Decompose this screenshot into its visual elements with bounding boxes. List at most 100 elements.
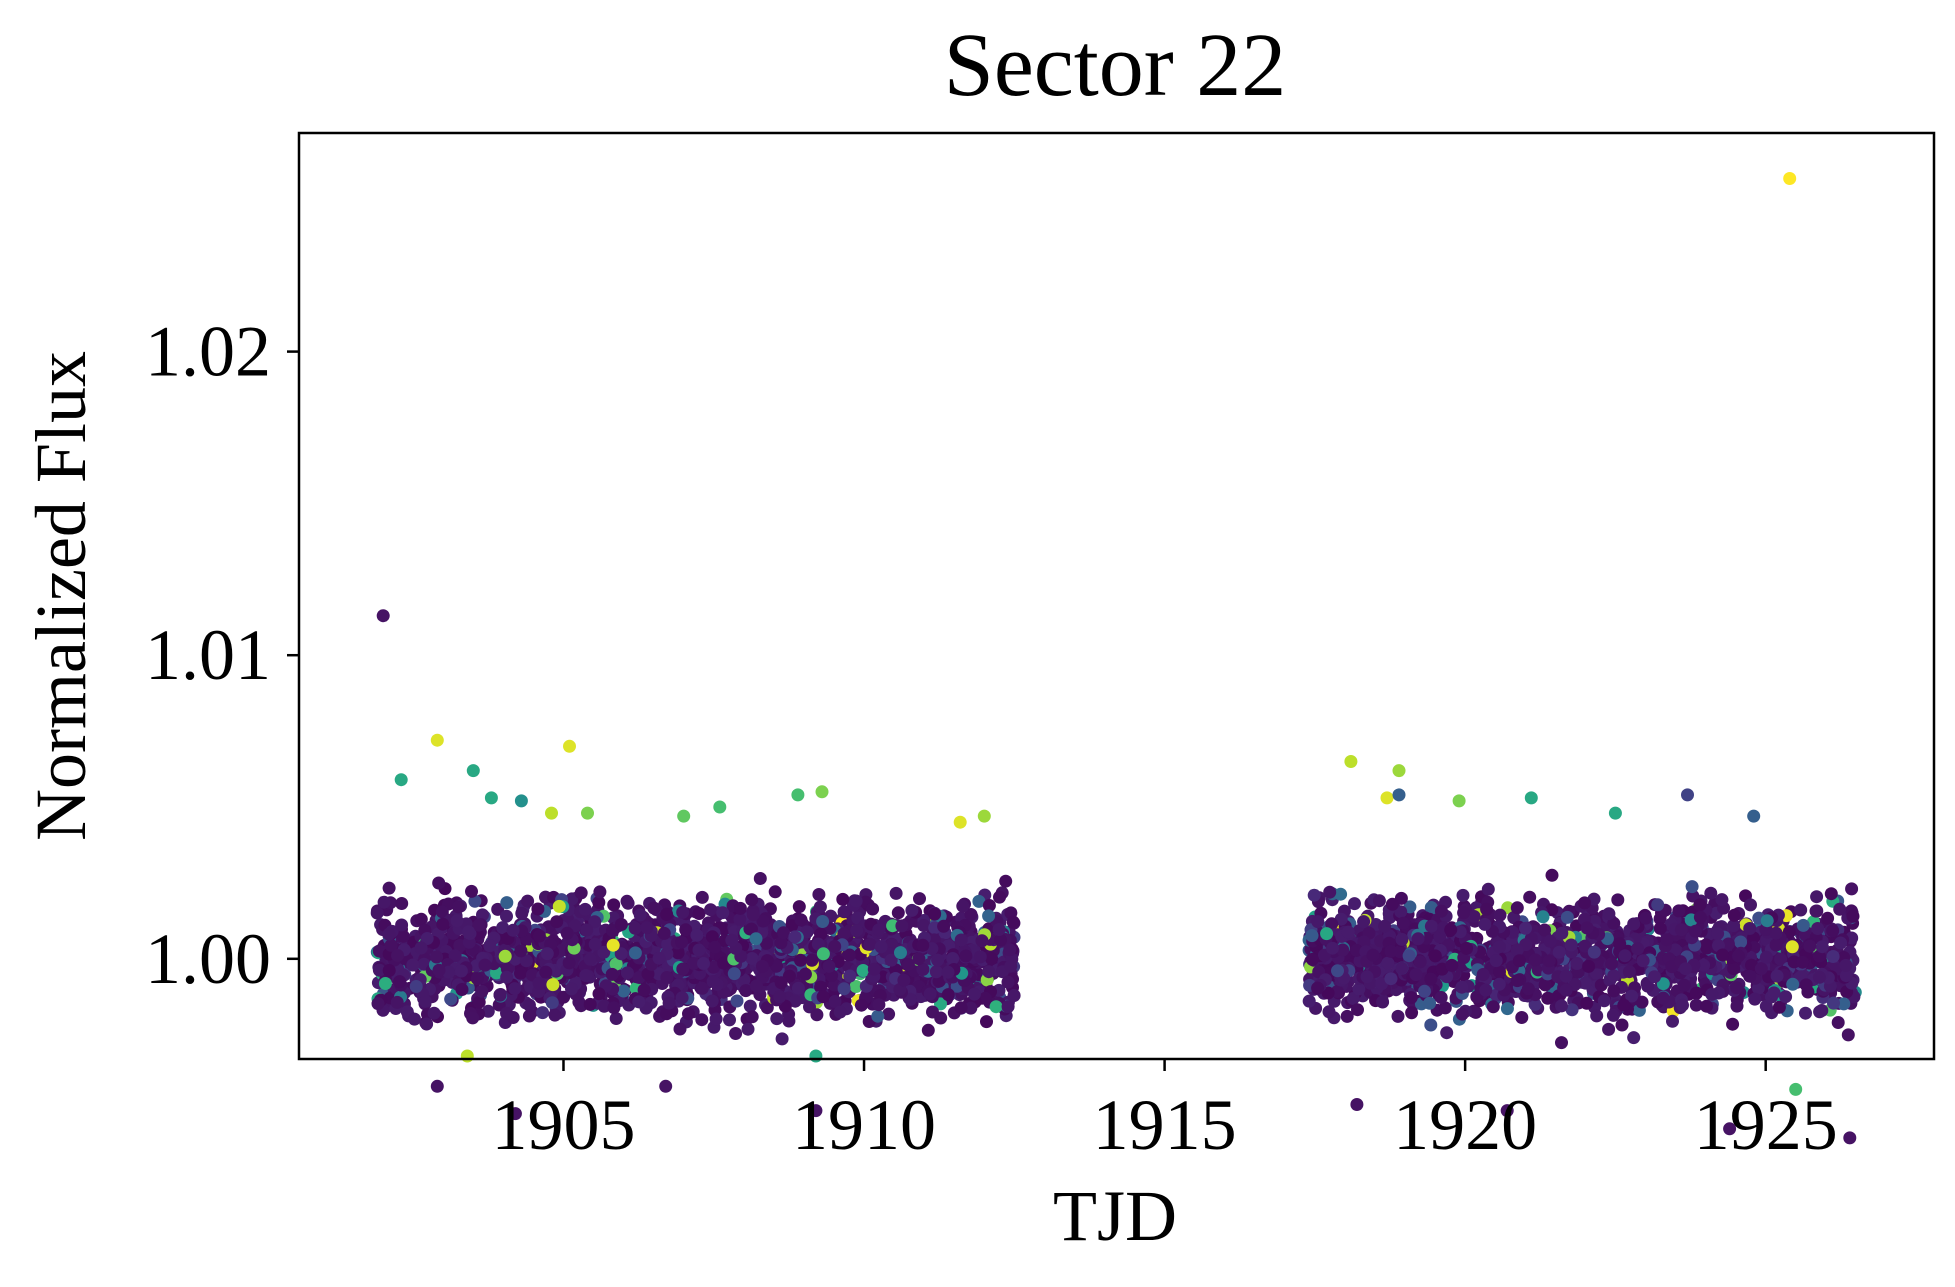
data-point <box>1826 924 1840 938</box>
data-point <box>1366 948 1380 962</box>
data-point <box>1395 932 1409 946</box>
data-point <box>695 1013 709 1027</box>
data-point <box>1538 978 1552 992</box>
data-point <box>675 935 689 949</box>
data-point <box>891 906 905 920</box>
data-point <box>588 937 602 951</box>
data-point <box>682 1007 695 1021</box>
data-point <box>994 933 1007 947</box>
data-point <box>1492 977 1506 991</box>
data-point <box>1311 981 1325 995</box>
data-point <box>929 965 943 979</box>
data-point <box>921 1023 935 1037</box>
data-point <box>1493 965 1506 979</box>
data-point <box>498 949 512 963</box>
data-point <box>916 962 930 976</box>
data-point <box>1656 991 1670 1005</box>
data-point <box>1541 991 1555 1005</box>
data-point <box>833 1005 847 1019</box>
data-point <box>1480 902 1494 916</box>
data-point <box>1809 904 1823 918</box>
data-point <box>709 1012 723 1026</box>
data-point <box>1602 907 1616 921</box>
y-tick-label: 1.02 <box>145 312 271 392</box>
data-point <box>1007 989 1021 1002</box>
data-point <box>901 958 915 971</box>
data-point <box>475 984 489 998</box>
data-point <box>1813 1005 1827 1019</box>
data-point <box>964 1001 978 1015</box>
data-point <box>1536 910 1550 924</box>
data-point <box>1674 923 1688 937</box>
data-point <box>1815 940 1829 954</box>
data-point <box>371 997 385 1011</box>
data-point <box>1320 927 1334 941</box>
data-point <box>500 896 514 910</box>
data-point <box>1578 896 1592 910</box>
data-point <box>1357 915 1371 929</box>
data-point <box>376 609 390 623</box>
data-point <box>652 951 666 965</box>
data-point <box>1481 882 1495 896</box>
data-point <box>1351 1003 1364 1017</box>
data-point <box>1500 1002 1514 1016</box>
data-point <box>1767 986 1781 1000</box>
data-point <box>1743 922 1757 935</box>
data-point <box>1440 1026 1454 1040</box>
data-point <box>1341 925 1355 939</box>
data-point <box>1542 954 1556 968</box>
data-point <box>1602 1022 1616 1036</box>
data-point <box>465 884 478 898</box>
data-point <box>1302 994 1316 1008</box>
data-point <box>706 975 720 988</box>
data-point <box>455 983 469 996</box>
data-point <box>565 982 578 996</box>
data-point <box>1677 978 1691 992</box>
x-axis-label: TJD <box>1053 1176 1177 1256</box>
data-point <box>1841 1028 1855 1042</box>
data-point <box>1627 1031 1641 1045</box>
data-point <box>432 876 446 890</box>
data-point <box>1380 791 1394 805</box>
data-point <box>934 1011 948 1025</box>
chart-title: Sector 22 <box>944 16 1286 115</box>
data-point <box>1799 1006 1812 1020</box>
data-point <box>1311 915 1325 929</box>
data-point <box>1392 788 1406 802</box>
data-point <box>444 992 458 1006</box>
data-point <box>1524 791 1538 805</box>
data-point <box>563 739 576 753</box>
data-point <box>519 954 533 968</box>
data-point <box>1782 925 1796 939</box>
data-point <box>1697 958 1711 972</box>
data-point <box>850 924 864 937</box>
data-point <box>791 981 805 995</box>
data-point <box>863 937 877 951</box>
data-point <box>1395 961 1409 975</box>
data-point <box>686 957 700 970</box>
data-point <box>733 912 747 926</box>
data-point <box>1523 890 1537 904</box>
data-point <box>372 963 386 977</box>
data-point <box>1730 981 1744 995</box>
data-point <box>745 952 759 965</box>
data-point <box>913 892 926 906</box>
data-point <box>843 969 857 983</box>
data-point <box>1769 938 1783 952</box>
data-point <box>788 930 802 944</box>
data-point <box>1580 996 1594 1010</box>
data-point <box>521 894 535 908</box>
data-point <box>1716 948 1730 962</box>
data-point <box>1372 894 1386 908</box>
data-point <box>430 1079 444 1093</box>
data-point <box>662 996 676 1010</box>
data-point <box>614 947 628 961</box>
data-point <box>676 962 690 976</box>
data-point <box>1826 950 1840 963</box>
data-point <box>954 1001 968 1015</box>
data-point <box>884 953 898 967</box>
data-point <box>1727 908 1741 922</box>
data-point <box>760 1001 774 1015</box>
data-point <box>1444 923 1458 937</box>
